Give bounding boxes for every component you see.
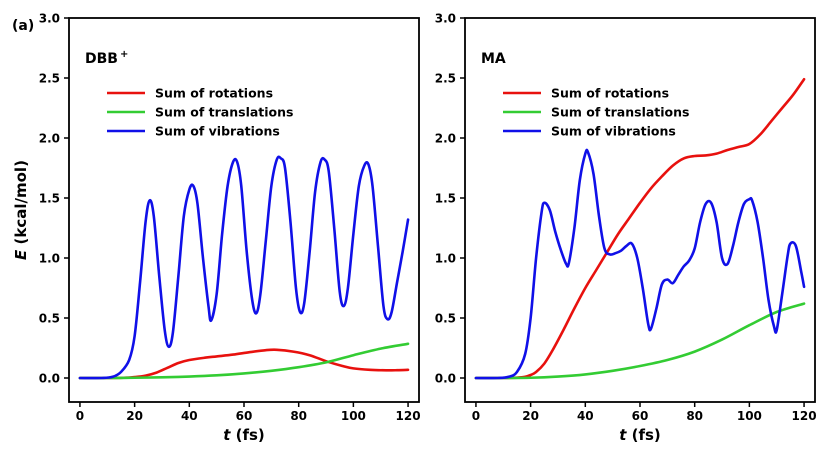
- panel-label: (a): [12, 18, 34, 34]
- panel-1: 0 20 40 60 80 100 120 0.0 0.5 1.0 1.5 2.0 2.5 3.0 t (f…: [12, 12, 421, 445]
- x-tick-label: 60: [236, 409, 253, 423]
- series-line-sum-of-rotations: [474, 77, 806, 380]
- series-lines: [78, 155, 410, 380]
- legend-label: Sum of rotations: [155, 86, 273, 101]
- legend-label: Sum of translations: [551, 105, 689, 120]
- y-tick-label: 1.5: [39, 192, 60, 206]
- legend: Sum of rotations Sum of translations Sum o…: [503, 86, 689, 139]
- legend: Sum of rotations Sum of translations Sum o…: [107, 86, 293, 139]
- x-axis-label: t (fs): [223, 426, 265, 444]
- x-tick-label: 0: [76, 409, 84, 423]
- axes-frame: [464, 17, 816, 403]
- y-tick-label: 2.5: [435, 72, 456, 86]
- series-lines: [474, 77, 806, 380]
- x-axis-label: t (fs): [619, 426, 661, 444]
- y-tick-label: 2.0: [39, 132, 60, 146]
- series-line-sum-of-vibrations: [78, 155, 410, 380]
- series-line-sum-of-translations: [78, 342, 410, 380]
- y-tick-label: 0.5: [435, 312, 456, 326]
- y-tick-label: 1.0: [39, 252, 60, 266]
- x-tick-label: 40: [577, 409, 594, 423]
- y-tick-label: 3.0: [39, 12, 60, 26]
- y-tick-label: 1.5: [435, 192, 456, 206]
- legend-label: Sum of vibrations: [551, 124, 676, 139]
- series-line-sum-of-rotations: [78, 348, 410, 380]
- x-tick-label: 120: [792, 409, 817, 423]
- y-axis-label: E (kcal/mol): [12, 160, 30, 260]
- legend-label: Sum of rotations: [551, 86, 669, 101]
- x-tick-label: 0: [472, 409, 480, 423]
- x-tick-label: 20: [522, 409, 539, 423]
- series-line-sum-of-translations: [474, 302, 806, 380]
- x-tick-label: 100: [737, 409, 762, 423]
- x-tick-label: 20: [126, 409, 143, 423]
- legend-label: Sum of vibrations: [155, 124, 280, 139]
- y-tick-label: 2.5: [39, 72, 60, 86]
- x-tick-label: 60: [632, 409, 649, 423]
- x-tick-label: 80: [290, 409, 307, 423]
- y-tick-label: 2.0: [435, 132, 456, 146]
- y-tick-label: 0.0: [39, 372, 60, 386]
- panel-title: DBB +: [85, 49, 128, 67]
- y-tick-label: 0.5: [39, 312, 60, 326]
- x-tick-label: 100: [341, 409, 366, 423]
- y-tick-label: 0.0: [435, 372, 456, 386]
- panel-2: 0 20 40 60 80 100 120 0.0 0.5 1.0 1.5 2.0 2.5 3.0 t (f…: [435, 12, 817, 445]
- y-tick-label: 1.0: [435, 252, 456, 266]
- legend-label: Sum of translations: [155, 105, 293, 120]
- x-tick-label: 40: [181, 409, 198, 423]
- y-tick-label: 3.0: [435, 12, 456, 26]
- x-tick-label: 120: [396, 409, 421, 423]
- series-line-sum-of-vibrations: [474, 148, 806, 380]
- x-tick-label: 80: [686, 409, 703, 423]
- panel-title: MA: [481, 51, 506, 67]
